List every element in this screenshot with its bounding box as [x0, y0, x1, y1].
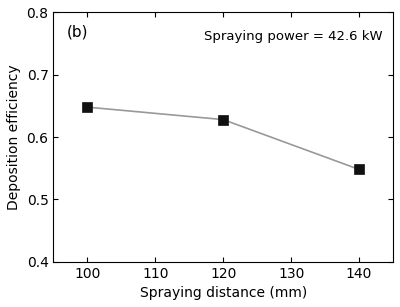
Text: (b): (b): [67, 25, 88, 40]
Text: Spraying power = 42.6 kW: Spraying power = 42.6 kW: [204, 30, 383, 43]
X-axis label: Spraying distance (mm): Spraying distance (mm): [140, 286, 307, 300]
Y-axis label: Deposition efficiency: Deposition efficiency: [7, 64, 21, 210]
